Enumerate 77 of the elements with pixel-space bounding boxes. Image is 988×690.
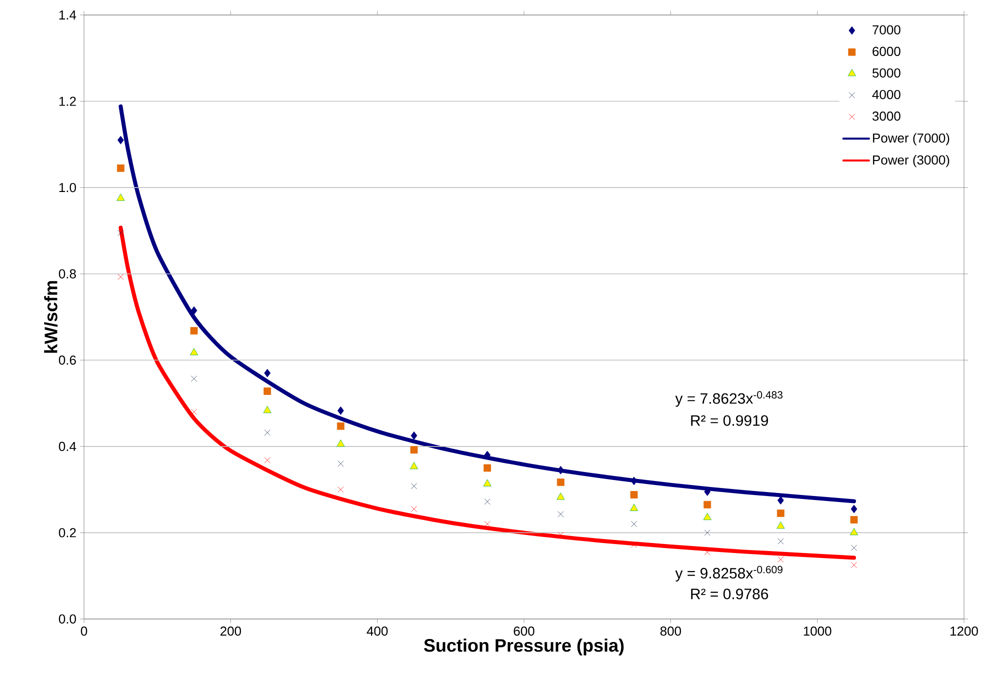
point <box>190 376 198 382</box>
point <box>190 327 198 334</box>
point <box>118 274 124 280</box>
point <box>117 136 124 144</box>
point <box>778 538 784 544</box>
annotation: y = 7.8623x$^{-0.483}$ <box>675 391 782 407</box>
annotation: y = 9.8258x$^{-0.609}$ <box>675 566 782 582</box>
legend-label: 4000 <box>872 90 900 100</box>
point <box>630 491 638 498</box>
x-tick-label: 800 <box>660 626 682 636</box>
point <box>410 431 418 440</box>
point <box>336 440 345 447</box>
point <box>336 422 344 430</box>
y-tick-label: 1.0 <box>59 182 76 192</box>
point <box>116 194 125 201</box>
x-tick-label: 400 <box>366 626 388 636</box>
x-tick-label: 600 <box>514 626 534 636</box>
point <box>776 522 785 529</box>
point <box>850 504 858 514</box>
point <box>190 348 198 356</box>
annotation: R² = 0.9786 <box>691 588 768 600</box>
point <box>850 544 858 551</box>
point <box>338 460 344 467</box>
point <box>556 478 564 486</box>
point <box>190 408 198 415</box>
point <box>264 457 270 464</box>
point <box>556 492 565 500</box>
point <box>558 511 564 518</box>
point <box>483 479 492 486</box>
legend-label: 3000 <box>872 112 900 121</box>
point <box>264 368 271 378</box>
point <box>264 387 272 395</box>
point <box>116 164 124 172</box>
point <box>410 446 418 454</box>
y-tick-label: 0.8 <box>58 269 76 278</box>
legend-label: 5000 <box>872 68 900 78</box>
point <box>776 510 784 517</box>
point <box>484 498 490 505</box>
legend-label: 6000 <box>872 46 900 56</box>
point <box>410 506 418 512</box>
line-series <box>118 104 856 504</box>
point <box>410 483 418 490</box>
point <box>190 306 198 315</box>
point <box>630 504 638 511</box>
x-tick-label: 0 <box>80 626 88 636</box>
y-tick-label: 0.2 <box>58 528 76 538</box>
point <box>410 462 418 470</box>
y-tick-label: 0.0 <box>58 614 76 624</box>
point <box>338 486 344 493</box>
x-tick-label: 1000 <box>804 626 832 636</box>
point <box>264 430 270 436</box>
point <box>704 530 710 536</box>
annotation: R² = 0.9919 <box>691 415 768 426</box>
point <box>337 406 344 415</box>
legend-label: Power (3000) <box>873 155 950 168</box>
legend-label: Power (7000) <box>873 133 950 146</box>
x-tick-label: 200 <box>220 626 242 636</box>
point <box>263 406 272 414</box>
y-tick-label: 1.2 <box>59 96 76 106</box>
y-tick-label: 0.6 <box>58 356 76 365</box>
y-tick-label: 0.4 <box>58 442 76 452</box>
point <box>777 496 784 505</box>
point <box>630 521 638 528</box>
point <box>118 230 124 236</box>
point <box>484 464 492 472</box>
legend-label: 7000 <box>872 25 900 34</box>
line-series <box>118 226 856 560</box>
y-axis-title: kW/scfm <box>44 281 58 353</box>
point <box>850 562 858 568</box>
point <box>778 556 784 562</box>
y-tick-label: 1.4 <box>59 10 76 20</box>
point <box>850 516 858 524</box>
point <box>704 500 712 508</box>
x-tick-label: 1200 <box>950 626 978 636</box>
point <box>850 528 858 536</box>
point <box>703 512 712 520</box>
x-axis-title: Suction Pressure (psia) <box>424 638 624 656</box>
